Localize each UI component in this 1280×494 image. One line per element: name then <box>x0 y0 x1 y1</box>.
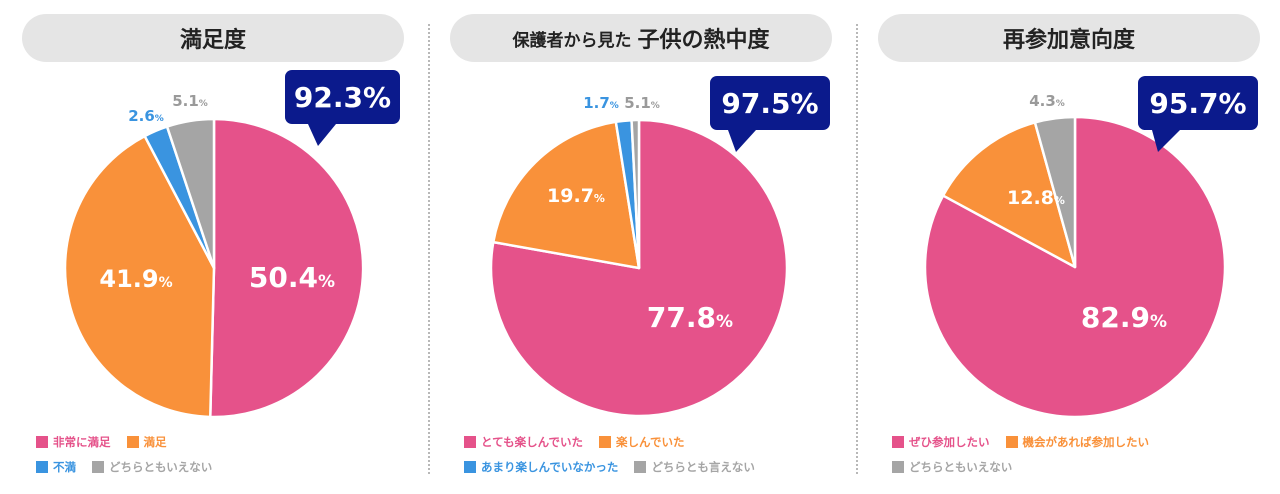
total-callout-box <box>285 70 400 124</box>
divider <box>856 24 858 474</box>
chart-panel-satisfaction: 満足度 50.4% 41.9% 2.6% 5.1% 92.3% 非常に満足 満足 不満 … <box>0 0 426 494</box>
slice-value-label: 41.9% <box>99 265 172 293</box>
legend-item-neutral: どちらともいえない <box>892 459 1012 475</box>
legend-label: 不満 <box>53 460 76 474</box>
legend-item-dissatisfied: 不満 <box>36 459 76 475</box>
chart-panel-engagement: 保護者から見た 子供の熱中度 77.8% 19.7% 1.7% 5.1% 97.5% と… <box>428 0 854 494</box>
slice-value-label: 12.8% <box>1007 187 1065 209</box>
legend-label: 非常に満足 <box>53 435 111 449</box>
slice-value-label: 2.6% <box>128 107 164 125</box>
slice-value-label: 19.7% <box>547 185 605 207</box>
callout-tail <box>308 124 336 146</box>
chart-title-prefix: 保護者から見た <box>512 30 632 51</box>
legend-swatch <box>1005 436 1018 448</box>
chart-title: 再参加意向度 <box>1002 28 1135 53</box>
legend-item-definitely: ぜひ参加したい <box>892 434 990 450</box>
legend-item-satisfied: 満足 <box>126 434 167 450</box>
legend-label: 満足 <box>143 435 167 449</box>
pie-slice <box>209 117 365 419</box>
legend-swatch <box>634 461 647 473</box>
legend-swatch <box>92 461 104 473</box>
pie-slice <box>941 121 1077 269</box>
chart-title: 子供の熱中度 <box>637 28 770 53</box>
chart-title-pill: 再参加意向度 <box>878 14 1260 62</box>
callout-tail <box>728 130 756 152</box>
legend: ぜひ参加したい 機会があれば参加したい どちらともいえない <box>892 434 1272 484</box>
chart-title-pill: 保護者から見た 子供の熱中度 <box>450 14 832 62</box>
chart-title-pill: 満足度 <box>22 14 404 62</box>
legend-label: 機会があれば参加したい <box>1022 435 1150 449</box>
slice-value-label: 1.7% <box>583 94 619 112</box>
divider <box>428 24 430 474</box>
legend-label: どちらとも言えない <box>651 460 755 474</box>
chart-panel-rejoin: 再参加意向度 82.9% 12.8% 4.3% 95.7% ぜひ参加したい 機会があれ… <box>856 0 1280 494</box>
legend: とても楽しんでいた 楽しんでいた あまり楽しんでいなかった どちらとも言えない <box>464 434 844 484</box>
pie-slice <box>63 134 216 419</box>
chart-title: 満足度 <box>179 28 246 53</box>
pie-slice <box>165 117 216 270</box>
pie-slice <box>630 118 641 270</box>
total-callout-label: 95.7% <box>1149 87 1246 120</box>
legend-label: とても楽しんでいた <box>481 435 584 449</box>
pie-chart-rejoin: 82.9%12.8%4.3% 95.7% <box>923 76 1258 419</box>
total-callout-label: 92.3% <box>294 81 391 114</box>
legend-swatch <box>126 436 139 448</box>
pie-slice <box>1033 115 1077 269</box>
legend-swatch <box>599 436 612 448</box>
legend-swatch <box>464 461 476 473</box>
callout-tail <box>1152 130 1180 152</box>
total-callout-box <box>1138 76 1258 130</box>
legend-swatch <box>892 461 904 473</box>
legend-swatch <box>36 461 48 473</box>
slice-value-label: 4.3% <box>1029 92 1065 110</box>
legend-item-very-satisfied: 非常に満足 <box>36 434 111 450</box>
legend-label: 楽しんでいた <box>616 435 685 449</box>
legend-label: あまり楽しんでいなかった <box>481 460 619 474</box>
legend-item-enjoyed: 楽しんでいた <box>599 434 684 450</box>
legend-swatch <box>36 436 48 448</box>
legend-label: どちらともいえない <box>109 460 213 474</box>
legend-label: ぜひ参加したい <box>909 435 990 449</box>
legend: 非常に満足 満足 不満 どちらともいえない <box>36 434 416 484</box>
pie-chart-engagement: 77.8%19.7%1.7% 5.1% 97.5% <box>489 76 830 418</box>
pie-chart-satisfaction: 50.4%41.9%2.6%5.1% 92.3% <box>63 70 400 419</box>
total-callout-label: 97.5% <box>721 87 818 120</box>
total-callout-box <box>710 76 830 130</box>
legend-item-not-enjoyed: あまり楽しんでいなかった <box>464 459 618 475</box>
slice-value-label: 5.1% <box>624 94 660 112</box>
legend-label: どちらともいえない <box>909 460 1013 474</box>
pie-slice <box>492 120 641 270</box>
legend-swatch <box>892 436 904 448</box>
legend-item-neutral: どちらともいえない <box>92 459 212 475</box>
legend-swatch <box>464 436 476 448</box>
slice-value-label: 5.1% <box>172 92 208 110</box>
legend-item-very-enjoyed: とても楽しんでいた <box>464 434 583 450</box>
legend-item-if-chance: 機会があれば参加したい <box>1005 434 1150 450</box>
legend-item-neutral: どちらとも言えない <box>634 459 755 475</box>
